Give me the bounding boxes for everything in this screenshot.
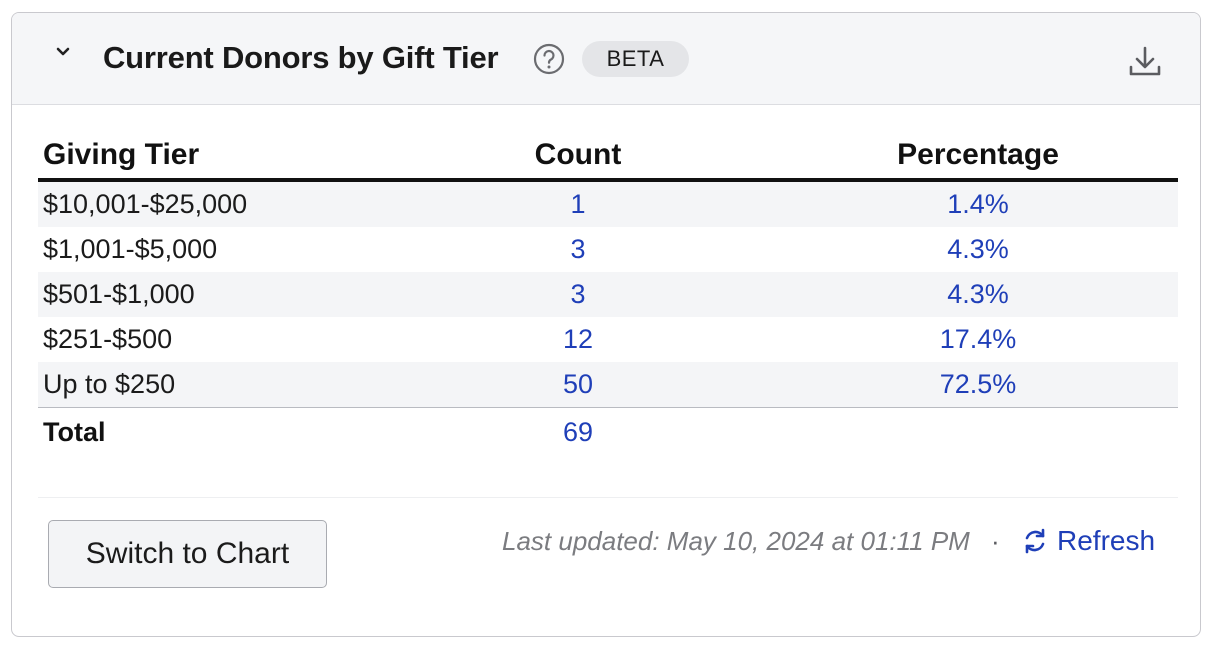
separator-dot: ·	[991, 526, 1000, 556]
total-count[interactable]: 69	[562, 416, 594, 447]
table-row: $501-$1,000 3 4.3%	[38, 272, 1178, 317]
percentage-cell[interactable]: 4.3%	[947, 234, 1009, 264]
total-row: Total 69	[38, 408, 1178, 457]
question-circle-icon[interactable]	[532, 42, 566, 76]
count-cell[interactable]: 3	[570, 234, 586, 264]
total-percentage-empty	[778, 408, 1178, 457]
count-cell[interactable]: 12	[562, 324, 594, 354]
percentage-cell[interactable]: 4.3%	[778, 272, 1178, 317]
count-cell[interactable]: 3	[378, 272, 778, 317]
panel-header: Current Donors by Gift Tier BETA	[12, 13, 1200, 105]
chevron-down-icon[interactable]	[53, 42, 73, 62]
refresh-icon	[1025, 528, 1045, 554]
switch-to-chart-button[interactable]: Switch to Chart	[48, 520, 327, 588]
table-header-row: Giving Tier Count Percentage	[38, 131, 1178, 182]
refresh-label: Refresh	[1057, 525, 1156, 556]
download-icon[interactable]	[1126, 42, 1164, 80]
column-header-count[interactable]: Count	[378, 131, 778, 182]
table-row: $10,001-$25,000 1 1.4%	[38, 180, 1178, 227]
percentage-cell[interactable]: 17.4%	[939, 324, 1017, 354]
table-row: $1,001-$5,000 3 4.3%	[38, 227, 1178, 272]
count-cell[interactable]: 50	[378, 362, 778, 408]
column-header-giving-tier[interactable]: Giving Tier	[38, 131, 378, 182]
donors-by-tier-panel: Current Donors by Gift Tier BETA Giving …	[11, 12, 1201, 637]
footer-divider	[38, 497, 1178, 498]
total-label: Total	[43, 416, 106, 447]
column-header-percentage[interactable]: Percentage	[778, 131, 1178, 182]
percentage-cell[interactable]: 1.4%	[778, 180, 1178, 227]
last-updated-text: Last updated: May 10, 2024 at 01:11 PM	[502, 526, 970, 556]
beta-badge: BETA	[582, 41, 689, 77]
refresh-button[interactable]: Refresh	[1020, 523, 1155, 559]
percentage-cell[interactable]: 72.5%	[778, 362, 1178, 408]
tier-cell: Up to $250	[38, 362, 378, 408]
count-cell[interactable]: 1	[378, 180, 778, 227]
table-row: Up to $250 50 72.5%	[38, 362, 1178, 408]
tier-cell: $1,001-$5,000	[43, 234, 218, 264]
gift-tier-table: Giving Tier Count Percentage $10,001-$25…	[38, 131, 1178, 456]
panel-title: Current Donors by Gift Tier	[103, 40, 499, 75]
table-row: $251-$500 12 17.4%	[38, 317, 1178, 362]
tier-cell: $251-$500	[43, 324, 173, 354]
tier-cell: $501-$1,000	[38, 272, 378, 317]
tier-cell: $10,001-$25,000	[38, 180, 378, 227]
